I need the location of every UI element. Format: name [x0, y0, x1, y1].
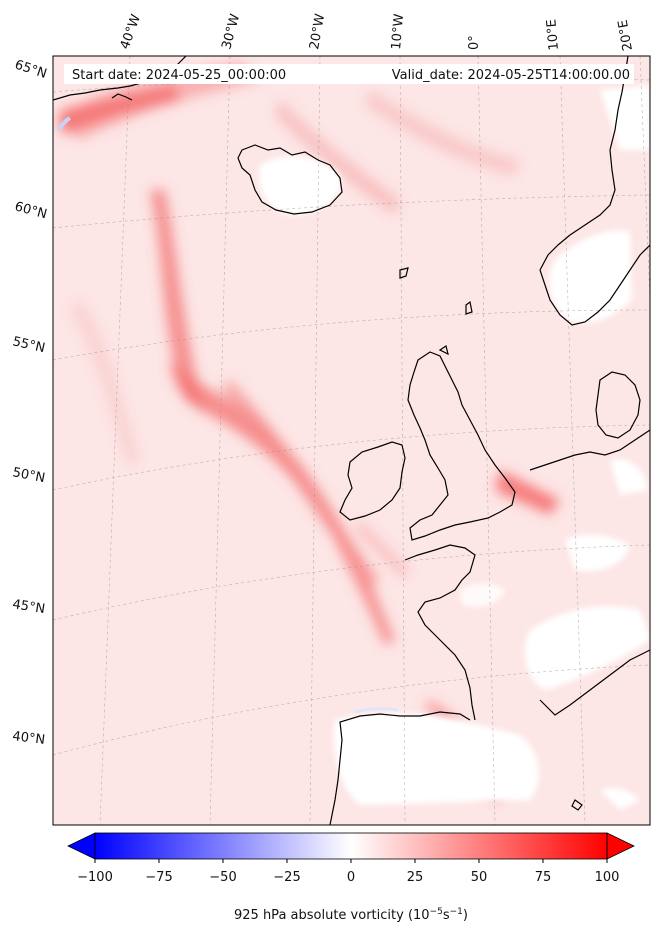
graticule [53, 56, 650, 825]
lon-label: 20°E [616, 19, 636, 52]
low-vorticity-patches [258, 85, 650, 810]
lat-label: 45°N [11, 597, 46, 617]
negative-vorticity-streak [354, 707, 399, 714]
longitude-labels: 40°W 30°W 20°W 10°W 0° 10°E 20°E [118, 12, 636, 52]
lon-label: 20°W [307, 13, 328, 51]
lat-label: 65°N [13, 58, 49, 82]
lon-label: 30°W [219, 12, 243, 51]
colorbar-tick-label: 100 [595, 870, 620, 885]
lat-label: 50°N [11, 465, 46, 486]
lon-label: 10°E [544, 19, 562, 51]
colorbar-min-extend [67, 832, 96, 860]
colorbar-tick-label: −25 [273, 870, 300, 885]
title-band [64, 64, 634, 84]
coastlines [53, 56, 650, 825]
colorbar-max-extend [606, 832, 635, 860]
lon-label: 10°W [389, 13, 407, 50]
lat-label: 40°N [12, 729, 46, 748]
lat-label: 55°N [11, 334, 46, 356]
lon-label: 40°W [118, 12, 144, 51]
colorbar-gradient [95, 833, 607, 859]
latitude-labels: 65°N 60°N 55°N 50°N 45°N 40°N [11, 58, 48, 748]
colorbar-tick-label: 0 [347, 870, 355, 885]
valid-date-label: Valid_date: 2024-05-25T14:00:00.00 [392, 68, 630, 83]
colorbar-ticks: −100 −75 −50 −25 0 25 50 75 100 [77, 859, 619, 885]
colorbar-tick-label: −100 [77, 870, 113, 885]
colorbar: −100 −75 −50 −25 0 25 50 75 100 925 hPa absolute… [67, 832, 635, 923]
start-date-label: Start date: 2024-05-25_00:00:00 [72, 68, 286, 83]
colorbar-tick-label: 75 [535, 870, 552, 885]
colorbar-tick-label: −75 [145, 870, 172, 885]
colorbar-label: 925 hPa absolute vorticity (10−5s−1) [234, 907, 468, 923]
negative-vorticity-streak [56, 116, 72, 132]
colorbar-tick-label: 50 [471, 870, 488, 885]
map-panel: Start date: 2024-05-25_00:00:00 Valid_da… [11, 12, 651, 826]
colorbar-tick-label: −50 [209, 870, 236, 885]
lon-label: 0° [467, 35, 482, 50]
colorbar-tick-label: 25 [407, 870, 424, 885]
lat-label: 60°N [13, 199, 49, 222]
